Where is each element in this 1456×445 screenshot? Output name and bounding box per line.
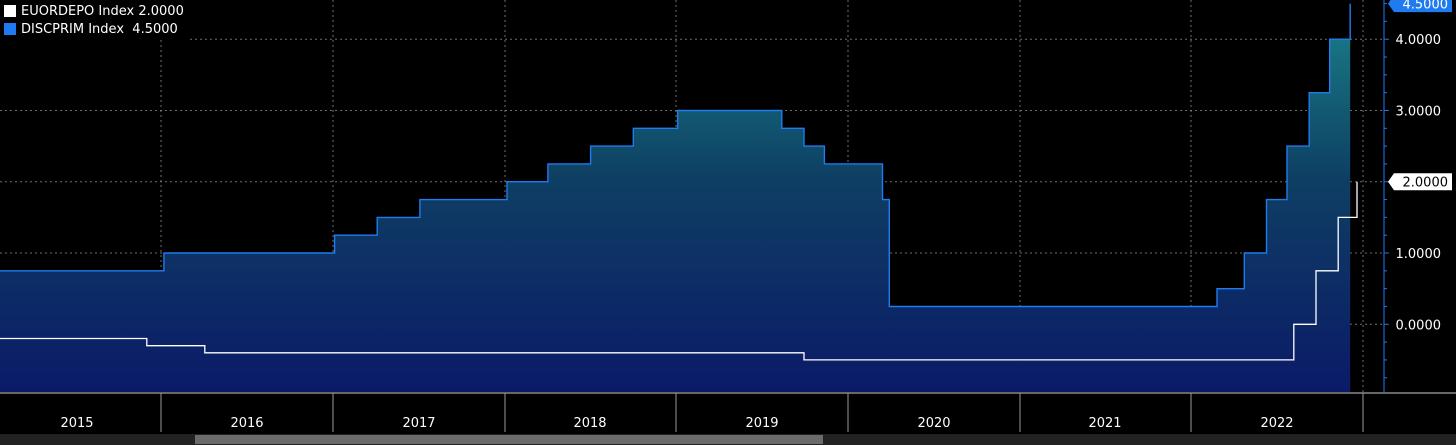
legend-value-euordepo: 2.0000: [138, 3, 184, 19]
discprim-area: [0, 3, 1351, 392]
area-layer: [0, 3, 1351, 392]
x-tick-label-2015: 2015: [60, 416, 93, 431]
x-tick-label-2018: 2018: [573, 416, 606, 431]
y-tick-label-4: 4.0000: [1396, 33, 1442, 48]
discprim-last-value-badge-shape: [1388, 0, 1452, 13]
x-tick-label-2020: 2020: [917, 416, 950, 431]
x-tick-label-2016: 2016: [230, 416, 263, 431]
line-layer: [0, 3, 1358, 361]
scrollbar-thumb[interactable]: [195, 435, 823, 444]
x-tick-label-2021: 2021: [1088, 416, 1121, 431]
euordepo-line[interactable]: [0, 181, 1358, 361]
axis-layer: 0.0000 1.0000 2.0000 3.0000 4.0000 4.5000 2.00…: [0, 0, 1456, 432]
legend-value-discprim: 4.5000: [132, 21, 178, 37]
y-tick-label-1: 1.0000: [1396, 247, 1442, 262]
legend-item-euordepo[interactable]: EUORDEPO Index 2.0000: [4, 2, 184, 20]
legend-label-euordepo: EUORDEPO Index: [21, 3, 135, 19]
legend-swatch-euordepo: [4, 5, 16, 17]
discprim-last-value-badge: 4.5000: [1388, 0, 1452, 13]
discprim-line[interactable]: [0, 3, 1351, 308]
x-tick-label-2019: 2019: [745, 416, 778, 431]
euordepo-last-value-badge-shape: [1388, 173, 1452, 191]
x-tick-label-2017: 2017: [402, 416, 435, 431]
y-tick-label-3: 3.0000: [1396, 104, 1442, 119]
euordepo-last-value-badge-label: 2.0000: [1403, 176, 1449, 191]
legend: EUORDEPO Index 2.0000 DISCPRIM Index 4.5…: [0, 0, 188, 40]
x-tick-label-2022: 2022: [1260, 416, 1293, 431]
euordepo-last-value-badge: 2.0000: [1388, 173, 1452, 191]
legend-item-discprim[interactable]: DISCPRIM Index 4.5000: [4, 20, 184, 38]
legend-label-discprim: DISCPRIM Index: [21, 21, 125, 37]
y-tick-label-0: 0.0000: [1396, 318, 1442, 333]
timeline-scrollbar[interactable]: [0, 434, 1456, 445]
discprim-last-value-badge-label: 4.5000: [1403, 0, 1449, 13]
legend-swatch-discprim: [4, 23, 16, 35]
